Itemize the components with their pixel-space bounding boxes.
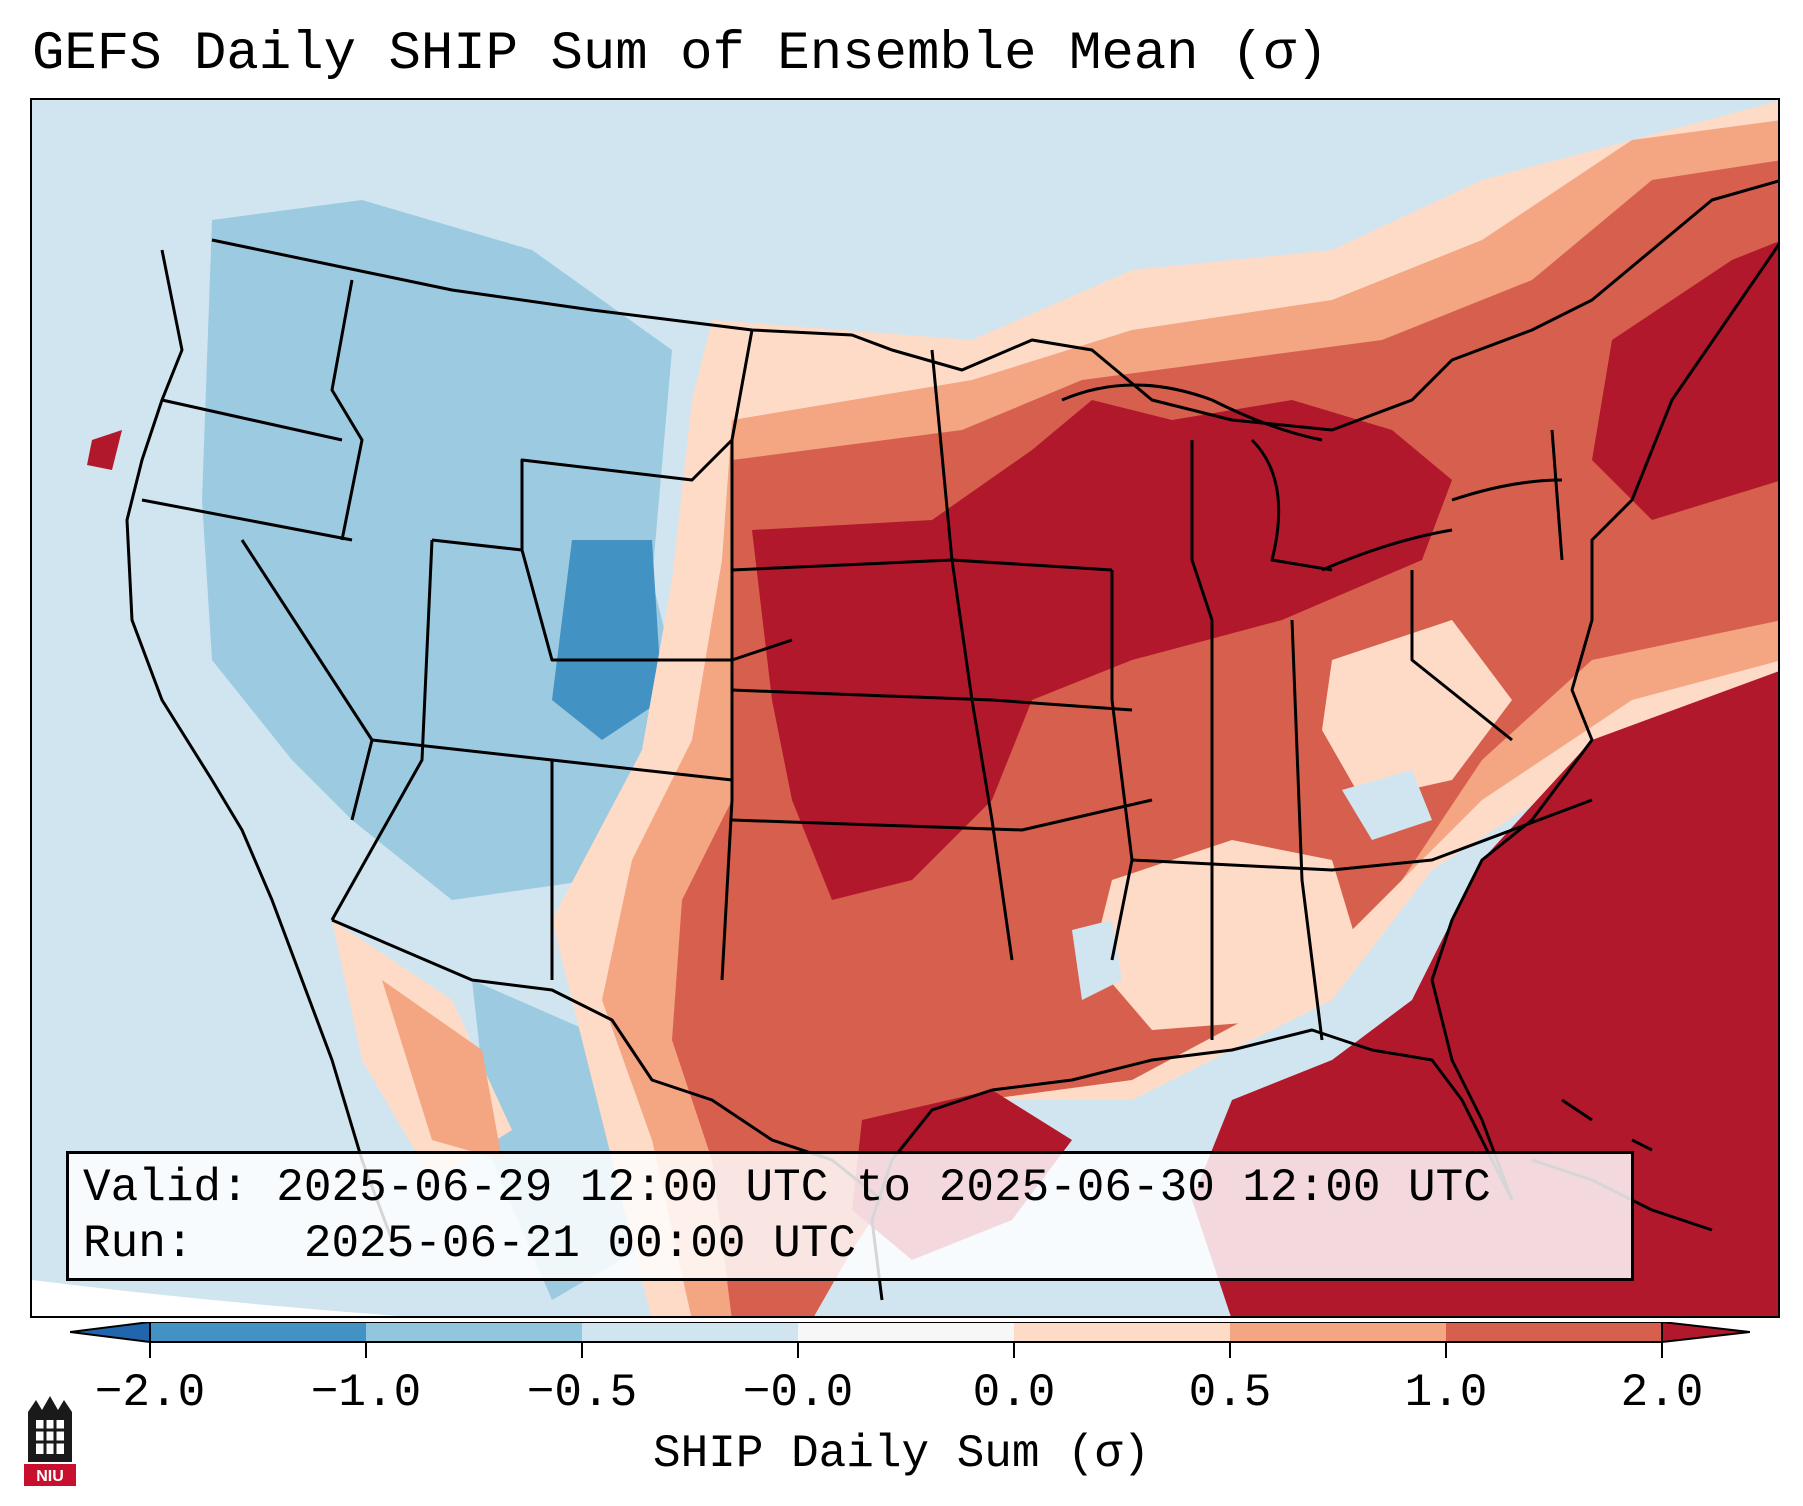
colorbar-segment xyxy=(798,1322,1014,1342)
logo-text: NIU xyxy=(36,1468,64,1485)
colorbar-tick-label: −0.0 xyxy=(742,1367,854,1419)
bahamas-coastline xyxy=(1561,1098,1653,1152)
anomaly-region-appalachian-light xyxy=(1322,620,1512,800)
colorbar-segment xyxy=(366,1322,582,1342)
colorbar-tick-label: 0.5 xyxy=(1188,1367,1272,1419)
colorbar-segment xyxy=(150,1322,366,1342)
colorbar-tick-label: 1.0 xyxy=(1404,1367,1488,1419)
anomaly-region-dark-red-coast xyxy=(87,430,122,470)
colorbar xyxy=(70,1322,1750,1358)
run-label: Run: xyxy=(83,1218,194,1270)
state-border-ok-tx xyxy=(731,798,1153,832)
anomaly-region-dark-blue xyxy=(552,540,662,740)
anomaly-region-carolina-blue xyxy=(1342,770,1432,840)
lake-erie xyxy=(1321,528,1453,572)
page-title: GEFS Daily SHIP Sum of Ensemble Mean (σ) xyxy=(32,24,1329,85)
map-panel[interactable] xyxy=(30,98,1780,1318)
colorbar-segment xyxy=(1230,1322,1446,1342)
state-border-tn-nc xyxy=(1131,798,1593,872)
east-coastline xyxy=(1430,243,1778,1201)
west-coastline xyxy=(125,249,394,1241)
lake-huron xyxy=(1250,438,1333,572)
valid-run-info-box: Valid: 2025-06-29 12:00 UTC to 2025-06-3… xyxy=(66,1151,1634,1281)
state-border-ny-vt xyxy=(1550,429,1564,561)
lake-ontario xyxy=(1451,478,1563,502)
valid-label: Valid: xyxy=(83,1162,249,1214)
colorbar-segment xyxy=(1014,1322,1230,1342)
colorbar-segment xyxy=(1446,1322,1662,1342)
colorbar-tick-label: −2.0 xyxy=(94,1367,206,1419)
state-border-nm-tx xyxy=(720,440,734,981)
anomaly-region-southeast-light xyxy=(1092,840,1362,1030)
projection-edge xyxy=(32,1280,401,1316)
colorbar-extend-low xyxy=(70,1322,151,1344)
state-border-co xyxy=(520,549,793,662)
state-border-ks-ok xyxy=(731,688,1133,712)
colorbar-segment xyxy=(582,1322,798,1342)
colorbar-tick-label: −0.5 xyxy=(526,1367,638,1419)
state-border-ms-river xyxy=(1110,570,1134,961)
colorbar-outline xyxy=(149,1322,1663,1343)
run-line: Run: 2025-06-21 00:00 UTC xyxy=(83,1216,1617,1272)
anomaly-region-salmon-west xyxy=(382,980,502,1160)
colorbar-extend-high xyxy=(1661,1322,1750,1344)
border-lines xyxy=(125,179,1778,1301)
valid-line: Valid: 2025-06-29 12:00 UTC to 2025-06-3… xyxy=(83,1160,1617,1216)
anomaly-region-mississippi-blue xyxy=(1072,920,1122,1000)
anomaly-region-red xyxy=(672,160,1778,1316)
niu-logo-icon: NIU xyxy=(24,1396,76,1486)
state-border-or-wa xyxy=(161,398,343,442)
colorbar-ticks xyxy=(149,1342,1663,1358)
state-border-nv-az xyxy=(330,539,434,921)
colorbar-tick-label: 0.0 xyxy=(972,1367,1056,1419)
colorbar-label: SHIP Daily Sum (σ) xyxy=(653,1428,1150,1480)
state-border-or-ca xyxy=(141,498,353,542)
lake-michigan xyxy=(1190,440,1214,621)
state-border-id-west xyxy=(330,279,364,541)
state-border-oh-ga xyxy=(1290,619,1324,1041)
state-border-pa-va xyxy=(1410,570,1513,742)
state-border-wy xyxy=(431,438,734,552)
state-border-ne-ks xyxy=(731,558,1113,572)
anomaly-region-blue xyxy=(202,200,672,900)
lake-superior xyxy=(1061,383,1323,442)
anomaly-map xyxy=(32,100,1778,1316)
colorbar-tick-label: −1.0 xyxy=(310,1367,422,1419)
state-border-mt-nd xyxy=(730,329,754,441)
run-value: 2025-06-21 00:00 UTC xyxy=(303,1218,856,1270)
colorbar-tick-label: 2.0 xyxy=(1620,1367,1704,1419)
valid-value: 2025-06-29 12:00 UTC to 2025-06-30 12:00… xyxy=(276,1162,1491,1214)
